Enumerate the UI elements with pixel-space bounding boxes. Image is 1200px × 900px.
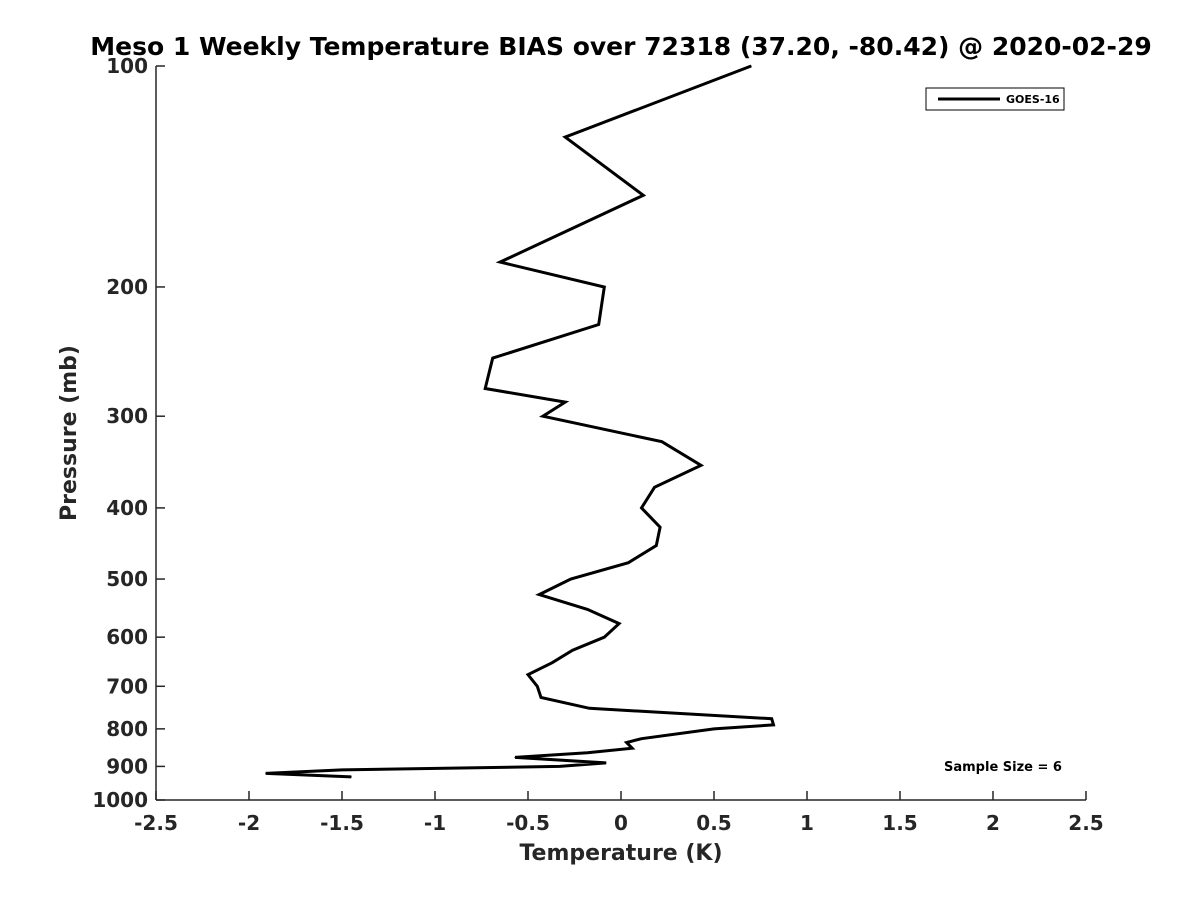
data-point — [618, 623, 620, 625]
data-point — [350, 776, 352, 778]
data-point — [499, 261, 501, 263]
data-point — [265, 772, 267, 774]
x-tick-label: -0.5 — [506, 811, 550, 835]
data-point — [564, 401, 566, 403]
x-tick-label: 0.5 — [696, 811, 731, 835]
data-point — [631, 747, 633, 749]
sample-size-annotation: Sample Size = 6 — [944, 760, 1062, 775]
data-point — [771, 718, 773, 720]
data-point — [598, 324, 600, 325]
data-point — [538, 594, 540, 596]
x-tick-label: 0 — [614, 811, 628, 835]
y-tick-label: 200 — [106, 275, 148, 299]
y-tick-label: 600 — [106, 625, 148, 649]
x-tick-label: 1.5 — [882, 811, 917, 835]
data-point — [536, 685, 538, 687]
y-tick-label: 700 — [106, 674, 148, 698]
data-point — [341, 769, 343, 771]
data-point — [540, 697, 542, 698]
data-point — [661, 441, 663, 443]
x-tick-label: 1 — [800, 811, 814, 835]
data-point — [484, 388, 486, 389]
data-point — [626, 742, 628, 743]
y-tick-label: 300 — [106, 404, 148, 428]
data-point — [551, 662, 553, 664]
data-point — [492, 357, 494, 359]
data-point — [642, 194, 644, 196]
y-tick-label: 500 — [106, 567, 148, 591]
data-point — [587, 752, 588, 754]
data-point — [659, 526, 661, 528]
y-tick-label: 100 — [106, 54, 148, 78]
data-point — [527, 674, 529, 676]
y-tick-label: 400 — [106, 496, 148, 520]
data-point — [542, 415, 544, 417]
data-point — [627, 562, 629, 564]
x-tick-label: 2.5 — [1068, 811, 1103, 835]
data-point — [605, 762, 607, 764]
legend-label-goes-16: GOES-16 — [1006, 93, 1060, 106]
legend: GOES-16 — [925, 87, 1065, 111]
y-tick-label: 900 — [106, 754, 148, 778]
data-point — [603, 286, 605, 288]
y-tick-label: 800 — [106, 717, 148, 741]
x-axis-label: Temperature (K) — [519, 841, 722, 866]
x-tick-label: -1.5 — [320, 811, 364, 835]
data-point — [603, 636, 605, 638]
x-ticks: -2.5 -2 -1.5 -1 -0.5 0 0.5 1 1.5 2 2.5 — [134, 791, 1104, 835]
chart-title: Meso 1 Weekly Temperature BIAS over 7231… — [90, 32, 1151, 61]
data-point — [570, 578, 572, 580]
data-point — [700, 464, 702, 466]
data-point — [773, 724, 774, 726]
data-point — [750, 65, 752, 67]
y-ticks: 100 200 300 400 500 600 700 800 900 1000 — [92, 54, 165, 812]
data-point — [641, 738, 642, 740]
data-point — [572, 649, 574, 651]
data-point — [514, 756, 516, 758]
x-tick-label: -2.5 — [134, 811, 178, 835]
x-tick-label: -1 — [424, 811, 446, 835]
x-tick-label: -2 — [238, 811, 260, 835]
data-point — [588, 707, 590, 709]
data-point — [564, 136, 566, 138]
y-axis-label: Pressure (mb) — [57, 345, 82, 521]
data-point — [641, 507, 642, 509]
y-tick-label: 1000 — [92, 788, 148, 812]
series-layer — [265, 64, 776, 779]
data-point — [655, 545, 657, 546]
x-tick-label: 2 — [986, 811, 1000, 835]
data-point — [654, 486, 655, 488]
data-point — [559, 765, 561, 767]
data-point — [587, 608, 588, 610]
data-point — [713, 728, 715, 730]
